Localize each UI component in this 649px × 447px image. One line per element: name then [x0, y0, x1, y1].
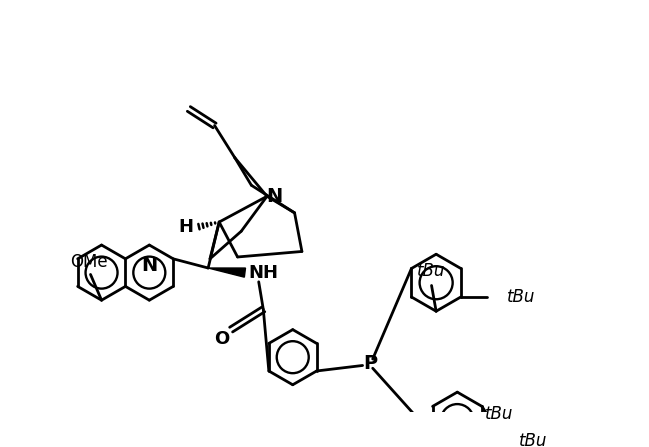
Text: OMe: OMe [70, 253, 108, 270]
Text: tBu: tBu [417, 262, 446, 280]
Text: N: N [141, 256, 158, 275]
Text: tBu: tBu [485, 405, 513, 423]
Text: P: P [363, 354, 377, 373]
Text: H: H [178, 218, 193, 236]
Polygon shape [208, 268, 245, 277]
Text: NH: NH [249, 264, 278, 282]
Text: O: O [214, 330, 230, 348]
Text: tBu: tBu [519, 432, 547, 447]
Text: N: N [266, 187, 282, 206]
Text: tBu: tBu [507, 288, 535, 306]
